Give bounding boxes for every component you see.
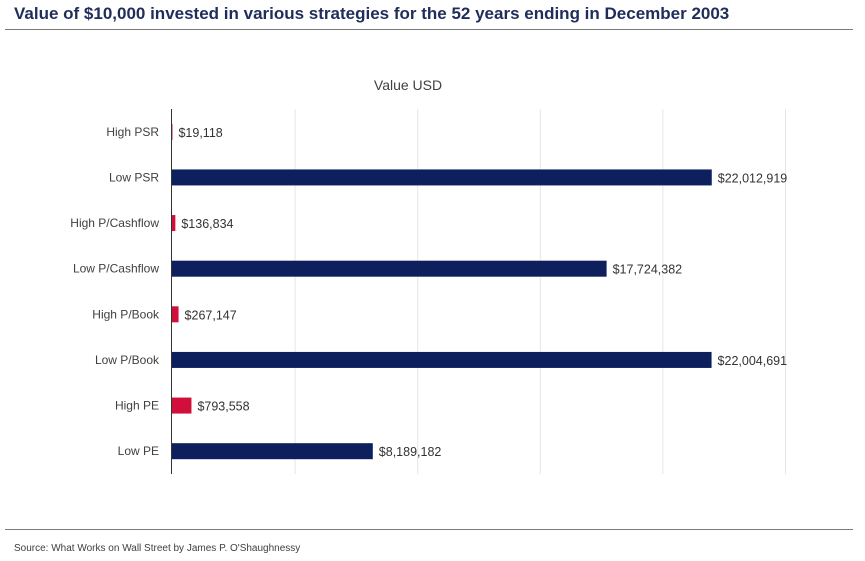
chart-title: Value USD <box>374 77 442 93</box>
bar <box>172 351 712 368</box>
category-label: High P/Book <box>92 307 160 321</box>
title-divider <box>5 29 853 30</box>
data-label: $22,004,691 <box>718 354 788 368</box>
bars <box>172 123 712 460</box>
data-label: $19,118 <box>178 126 222 140</box>
bar <box>172 260 607 277</box>
bar <box>172 397 192 414</box>
data-label: $793,558 <box>197 400 249 414</box>
data-label: $136,834 <box>181 217 233 231</box>
bar <box>172 443 373 460</box>
data-label: $22,012,919 <box>718 171 788 185</box>
category-label: High P/Cashflow <box>70 216 159 230</box>
category-label: High PE <box>115 399 159 413</box>
category-label: Low P/Book <box>95 353 160 367</box>
footer-divider <box>5 529 853 530</box>
gridlines <box>294 109 786 474</box>
bar <box>172 215 176 232</box>
category-label: High PSR <box>106 125 159 139</box>
source-note: Source: What Works on Wall Street by Jam… <box>14 543 301 554</box>
category-label: Low P/Cashflow <box>73 262 159 276</box>
category-labels: High PSR Low PSR High P/Cashflow Low P/Cash… <box>70 125 160 458</box>
category-label: Low PE <box>118 444 159 458</box>
bar <box>172 169 712 186</box>
data-label: $267,147 <box>185 308 237 322</box>
category-label: Low PSR <box>109 170 159 184</box>
value-labels: $19,118 $22,012,919 $136,834 $17,724,382 $26… <box>178 126 787 459</box>
data-label: $8,189,182 <box>379 445 442 459</box>
bar <box>172 306 179 323</box>
page-title: Value of $10,000 invested in various str… <box>14 4 730 23</box>
data-label: $17,724,382 <box>613 263 683 277</box>
